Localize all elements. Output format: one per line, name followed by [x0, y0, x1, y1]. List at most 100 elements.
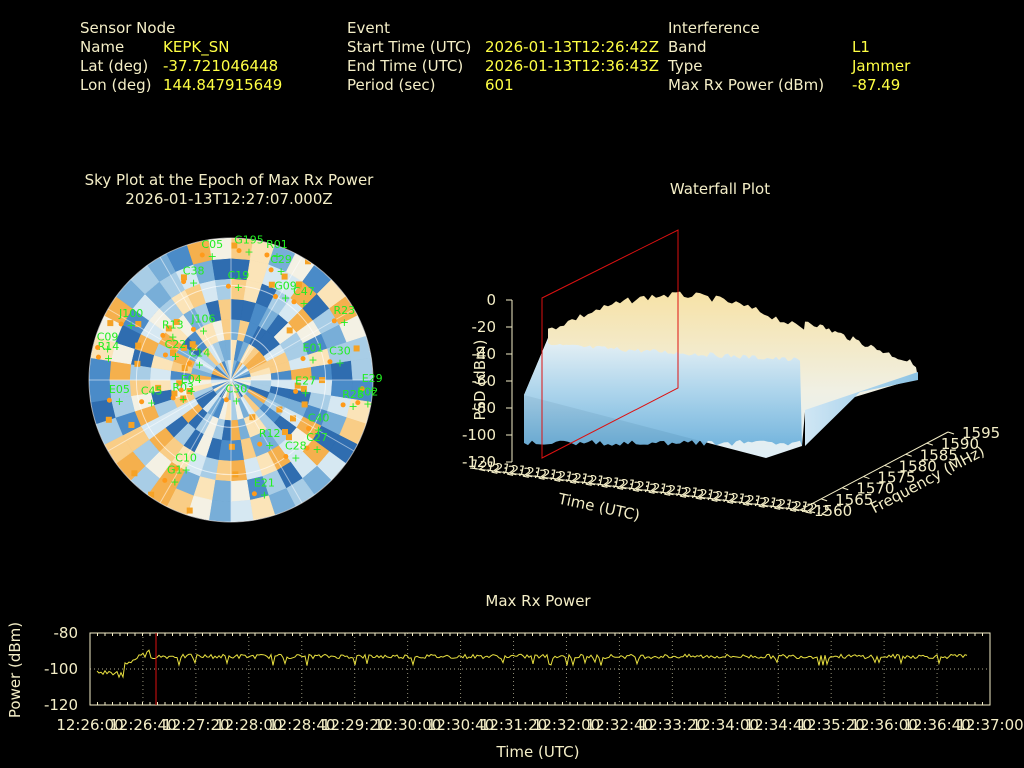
satellite-dot — [283, 454, 289, 460]
satellite-dot — [331, 318, 337, 324]
satellite-dot — [186, 360, 192, 366]
maxpower-title: Max Rx Power — [485, 592, 591, 610]
satellite-marker: + — [340, 316, 349, 329]
satellite-dot — [257, 441, 263, 447]
sensor-node-panel: Sensor Node Name KEPK_SN Lat (deg) -37.721… — [80, 19, 282, 95]
satellite-marker: + — [291, 452, 300, 465]
sky-azimuth-spoke — [230, 379, 303, 504]
satellite-label: G1 — [167, 463, 183, 476]
satellite-label: C27 — [306, 431, 328, 444]
event-period-value: 601 — [485, 76, 514, 94]
satellite-dot — [291, 299, 297, 305]
satellite-marker: + — [335, 357, 344, 370]
sky-hotspot — [155, 384, 162, 391]
sensor-name-label: Name — [80, 38, 125, 56]
satellite-dot — [106, 397, 112, 403]
sky-hotspot — [131, 470, 138, 477]
sky-hotspot — [176, 379, 183, 386]
sky-cell — [208, 499, 232, 522]
satellite-label: C47 — [293, 285, 315, 298]
satellite-marker: + — [171, 350, 180, 363]
satellite-marker: + — [104, 352, 113, 365]
event-panel: Event Start Time (UTC) 2026-01-13T12:26:4… — [347, 19, 659, 95]
satellite-marker: + — [265, 439, 274, 452]
sky-hotspot — [285, 434, 292, 441]
sky-azimuth-spoke — [107, 379, 232, 452]
satellite-label: C29 — [270, 253, 292, 266]
sky-hotspot — [286, 327, 293, 334]
satellite-dot — [160, 332, 166, 338]
satellite-label: C30 — [329, 345, 351, 358]
satellite-marker: + — [187, 385, 196, 398]
sensor-lon-label: Lon (deg) — [80, 76, 152, 94]
satellite-dot — [190, 326, 196, 332]
sky-azimuth-spoke — [159, 379, 232, 504]
satellite-marker: + — [281, 292, 290, 305]
satellite-marker: + — [181, 464, 190, 477]
satellite-dot — [170, 395, 176, 401]
satellite-label: R13 — [162, 318, 184, 331]
satellite-label: C22 — [165, 338, 187, 351]
sky-hotspot — [268, 281, 275, 288]
sky-cell — [230, 499, 254, 522]
satellite-label: E04 — [181, 373, 202, 386]
satellite-dot — [173, 466, 179, 472]
satellite-label: G195 — [234, 234, 264, 247]
satellite-marker: + — [272, 250, 281, 263]
sky-azimuth-spoke — [159, 256, 232, 381]
satellite-label: C40 — [308, 411, 330, 424]
satellite-dot — [306, 425, 312, 431]
sky-hotspot — [301, 401, 308, 408]
event-header: Event — [347, 19, 390, 37]
sky-azimuth-spoke — [230, 379, 355, 452]
satellite-marker: + — [308, 354, 317, 367]
satellite-label: R01 — [266, 238, 288, 251]
sky-cell — [350, 357, 373, 381]
satellite-dot — [268, 267, 274, 273]
interference-power-value: -87.49 — [852, 76, 901, 94]
satellite-marker: + — [170, 475, 179, 488]
satellite-label: J106 — [190, 312, 215, 325]
interference-type-value: Jammer — [852, 57, 911, 75]
sky-hotspot — [169, 349, 176, 356]
satellite-marker: + — [363, 398, 372, 411]
event-end-value: 2026-01-13T12:36:43Z — [485, 57, 659, 75]
sky-hotspot — [294, 382, 301, 389]
interference-header: Interference — [668, 19, 760, 37]
event-start-label: Start Time (UTC) — [347, 38, 472, 56]
satellite-dot — [225, 283, 231, 289]
satellite-marker: + — [348, 400, 357, 413]
satellite-label: C30 — [226, 383, 248, 396]
satellite-marker: + — [208, 250, 217, 263]
satellite-label: C19 — [228, 269, 250, 282]
sky-azimuth-spoke — [107, 308, 232, 381]
sky-hotspot — [281, 429, 288, 436]
satellite-label: R12 — [259, 427, 281, 440]
satellite-dot — [340, 402, 346, 408]
interference-type-label: Type — [668, 57, 703, 75]
satellite-marker: + — [147, 397, 156, 410]
satellite-label: R03 — [172, 381, 194, 394]
satellite-dot — [355, 400, 361, 406]
sky-hotspot — [165, 325, 172, 332]
satellite-dot — [264, 252, 270, 258]
event-end-label: End Time (UTC) — [347, 57, 464, 75]
sky-hotspot — [186, 507, 193, 514]
satellite-dot — [223, 397, 229, 403]
satellite-dot — [199, 252, 205, 258]
satellite-label: E01 — [303, 342, 324, 355]
sky-hotspot — [189, 341, 196, 348]
satellite-label: E02 — [357, 386, 378, 399]
satellite-label: C28 — [285, 440, 307, 453]
skyplot-subtitle: 2026-01-13T12:27:07.000Z — [125, 190, 333, 208]
interference-panel: Interference Band L1 Type Jammer Max Rx Po… — [668, 19, 910, 95]
event-start-value: 2026-01-13T12:26:42Z — [485, 38, 659, 56]
sky-cell — [89, 379, 112, 403]
satellite-label: C09 — [97, 330, 119, 343]
satellite-label: C38 — [183, 265, 205, 278]
sky-hotspot — [135, 342, 142, 349]
satellite-marker: + — [301, 386, 310, 399]
satellite-marker: + — [314, 423, 323, 436]
sky-hotspot — [173, 318, 180, 325]
